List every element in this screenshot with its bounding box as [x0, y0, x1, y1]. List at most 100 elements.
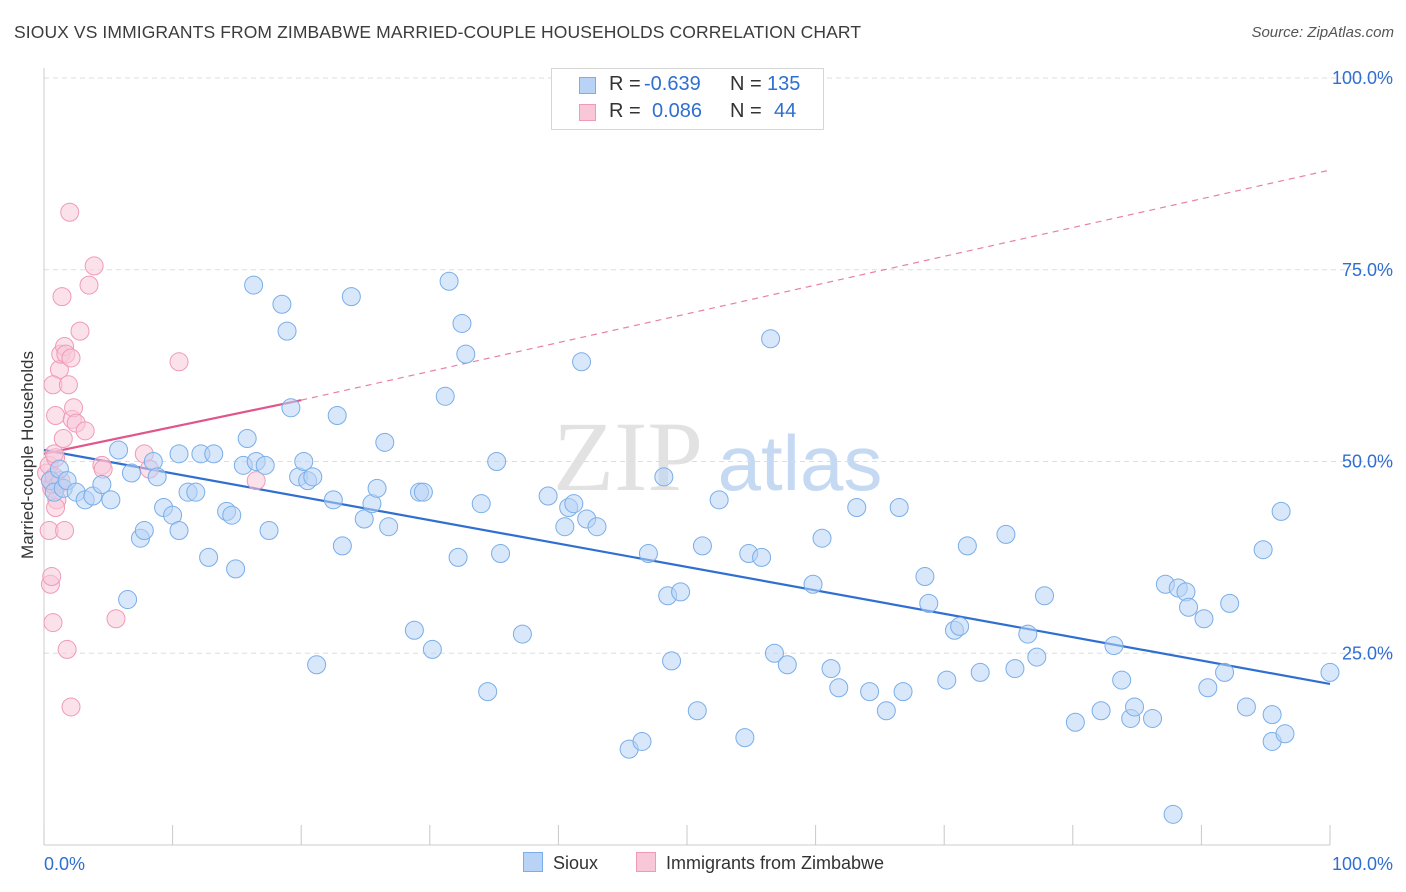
- sioux-point: [821, 659, 841, 679]
- sioux-point: [1065, 712, 1085, 732]
- sioux-point: [456, 344, 476, 364]
- stats-legend-box: R = -0.639 N = 135 R = 0.086 N = 44: [551, 68, 824, 130]
- sioux-point: [950, 616, 970, 636]
- sioux-point: [294, 452, 314, 471]
- sioux-point: [439, 271, 459, 291]
- y-tick-label: 50.0%: [1342, 452, 1393, 472]
- sioux-point: [354, 509, 374, 529]
- sioux-point: [777, 655, 797, 675]
- sioux-point: [169, 521, 189, 541]
- sioux-point: [1262, 705, 1282, 725]
- watermark-zip: ZIP: [553, 401, 703, 512]
- zimbabwe-point: [53, 428, 73, 448]
- series-sioux-points: [40, 271, 1340, 824]
- sioux-point: [332, 536, 352, 556]
- sioux-point: [259, 521, 279, 541]
- sioux-point: [632, 731, 652, 751]
- n-label: N =: [730, 100, 762, 122]
- zimbabwe-point: [169, 352, 189, 372]
- y-tick-label: 100.0%: [1332, 68, 1393, 88]
- sioux-point: [448, 547, 468, 567]
- sioux-point: [92, 475, 112, 495]
- sioux-point: [876, 701, 896, 721]
- y-tick-label: 25.0%: [1342, 643, 1393, 663]
- n-value: 135: [767, 73, 801, 95]
- sioux-point: [118, 590, 138, 610]
- sioux-point: [1163, 804, 1183, 824]
- sioux-point: [255, 455, 275, 475]
- y-tick-label: 75.0%: [1342, 260, 1393, 280]
- sioux-point: [996, 524, 1016, 544]
- zimbabwe-point: [61, 697, 81, 717]
- sioux-point: [919, 593, 939, 613]
- sioux-point: [709, 490, 729, 510]
- sioux-point: [812, 528, 832, 548]
- zimbabwe-point: [46, 405, 66, 425]
- sioux-point: [1112, 670, 1132, 690]
- sioux-point: [1275, 724, 1295, 744]
- r-value: -0.639: [644, 73, 701, 95]
- zimbabwe-trend-line: [43, 399, 302, 455]
- sioux-point: [367, 478, 387, 498]
- sioux-point: [1253, 540, 1273, 560]
- source-label: Source: ZipAtlas.com: [1251, 24, 1394, 41]
- watermark: ZIP atlas: [553, 401, 882, 512]
- sioux-point: [687, 701, 707, 721]
- zimbabwe-point: [246, 471, 266, 491]
- sioux-point: [752, 547, 772, 567]
- sioux-point: [375, 432, 395, 452]
- tick-labels: 25.0% 50.0% 75.0% 100.0% 0.0% 100.0%: [44, 68, 1393, 874]
- sioux-point: [404, 620, 424, 640]
- sioux-point: [272, 294, 292, 314]
- legend-zimbabwe-label: Immigrants from Zimbabwe: [666, 853, 885, 873]
- chart-title: SIOUX VS IMMIGRANTS FROM ZIMBABWE MARRIE…: [14, 22, 862, 42]
- sioux-point: [1198, 678, 1218, 698]
- sioux-point: [671, 582, 691, 602]
- watermark-atlas: atlas: [718, 419, 883, 507]
- sioux-point: [323, 490, 343, 510]
- sioux-point: [1027, 647, 1047, 667]
- sioux-point: [654, 467, 674, 487]
- r-value: 0.086: [652, 100, 703, 122]
- sioux-point: [764, 643, 784, 663]
- stats-row-zimbabwe: R = 0.086 N = 44: [552, 100, 823, 127]
- sioux-point: [803, 574, 823, 594]
- sioux-point: [1194, 609, 1214, 629]
- r-label: R =: [609, 73, 641, 95]
- sioux-point: [1104, 636, 1124, 656]
- x-tick-label-start: 0.0%: [44, 854, 85, 874]
- sioux-point: [829, 678, 849, 698]
- sioux-point: [147, 467, 167, 487]
- sioux-point: [889, 498, 909, 518]
- axes: [43, 68, 1331, 846]
- sioux-point: [1179, 597, 1199, 617]
- sioux-point: [487, 452, 507, 471]
- sioux-point: [564, 494, 584, 514]
- sioux-point: [121, 463, 141, 483]
- sioux-point: [572, 352, 592, 372]
- sioux-point: [134, 521, 154, 541]
- legend-sioux-label: Sioux: [553, 853, 599, 873]
- sioux-point: [435, 386, 455, 406]
- zimbabwe-point: [52, 287, 72, 307]
- sioux-point: [587, 517, 607, 537]
- sioux-point: [1091, 701, 1111, 721]
- zimbabwe-point: [70, 321, 90, 341]
- sioux-point: [1018, 624, 1038, 644]
- sioux-point: [186, 482, 206, 502]
- sioux-point: [237, 428, 257, 448]
- sioux-point: [222, 505, 242, 525]
- sioux-point: [1271, 501, 1291, 521]
- gridlines: [44, 77, 1392, 654]
- sioux-point: [937, 670, 957, 690]
- sioux-point: [1215, 662, 1235, 682]
- sioux-point: [422, 639, 442, 659]
- sioux-point: [1005, 659, 1025, 679]
- sioux-swatch: [579, 77, 596, 94]
- stats-row-sioux: R = -0.639 N = 135: [552, 73, 823, 100]
- sioux-point: [478, 682, 498, 702]
- zimbabwe-point: [43, 613, 63, 633]
- sioux-point: [303, 467, 323, 487]
- sioux-point: [1143, 708, 1163, 728]
- sioux-point: [452, 313, 472, 333]
